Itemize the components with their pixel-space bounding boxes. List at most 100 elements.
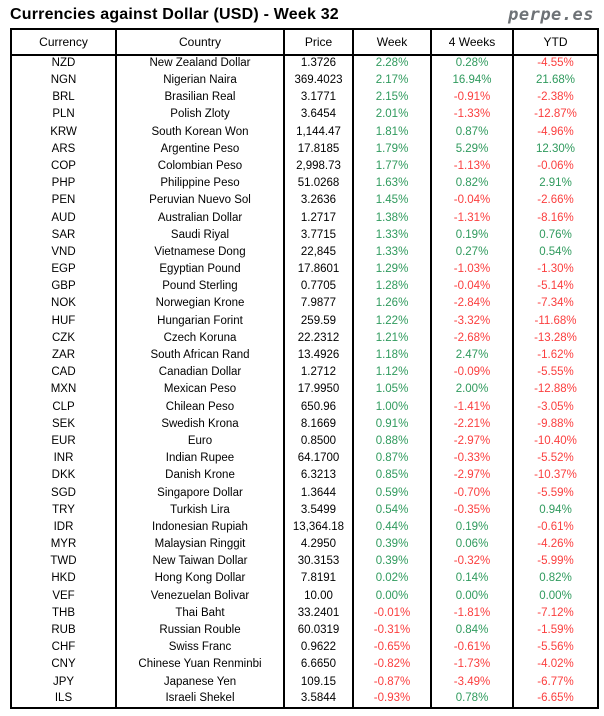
currency-code: PHP xyxy=(10,175,117,193)
ytd-change: -2.66% xyxy=(512,192,599,210)
ytd-change: -7.12% xyxy=(512,605,599,623)
ytd-change: 12.30% xyxy=(512,140,599,159)
price-value: 33.2401 xyxy=(283,605,354,623)
country-name: Hungarian Forint xyxy=(115,312,285,330)
country-name: Saudi Riyal xyxy=(115,226,285,245)
price-value: 3.2636 xyxy=(283,192,354,210)
week-change: 1.45% xyxy=(352,192,432,210)
ytd-change: -9.88% xyxy=(512,415,599,434)
currency-code: VEF xyxy=(10,587,117,605)
four-weeks-change: 0.84% xyxy=(430,622,514,640)
price-value: 0.7705 xyxy=(283,278,354,296)
week-change: 1.12% xyxy=(352,364,432,382)
column-header-currency: Currency xyxy=(10,28,117,56)
ytd-change: -5.59% xyxy=(512,484,599,502)
price-value: 64.1700 xyxy=(283,450,354,468)
week-change: 0.85% xyxy=(352,467,432,485)
week-change: 1.63% xyxy=(352,175,432,193)
table-row: RUB Russian Rouble 60.0319 -0.31% 0.84% -1.59… xyxy=(10,622,599,640)
country-name: Israeli Shekel xyxy=(115,690,285,709)
table-row: CNY Chinese Yuan Renminbi 6.6650 -0.82% -1.7… xyxy=(10,656,599,674)
table-row: EGP Egyptian Pound 17.8601 1.29% -1.03% -1.30… xyxy=(10,261,599,279)
week-change: 0.44% xyxy=(352,519,432,537)
ytd-change: -4.02% xyxy=(512,656,599,674)
ytd-change: -1.59% xyxy=(512,622,599,640)
four-weeks-change: 0.78% xyxy=(430,690,514,709)
week-change: -0.31% xyxy=(352,622,432,640)
currency-code: THB xyxy=(10,605,117,623)
ytd-change: 0.76% xyxy=(512,226,599,245)
price-value: 7.9877 xyxy=(283,295,354,313)
four-weeks-change: 0.00% xyxy=(430,587,514,605)
currency-code: INR xyxy=(10,450,117,468)
ytd-change: -4.26% xyxy=(512,536,599,554)
table-row: TRY Turkish Lira 3.5499 0.54% -0.35% 0.94% xyxy=(10,501,599,520)
price-value: 3.6454 xyxy=(283,106,354,124)
table-row: SAR Saudi Riyal 3.7715 1.33% 0.19% 0.76% xyxy=(10,226,599,245)
price-value: 1.2712 xyxy=(283,364,354,382)
four-weeks-change: 16.94% xyxy=(430,72,514,90)
ytd-change: -5.99% xyxy=(512,553,599,571)
country-name: Argentine Peso xyxy=(115,140,285,159)
country-name: Philippine Peso xyxy=(115,175,285,193)
table-row: NZD New Zealand Dollar 1.3726 2.28% 0.28% -4.… xyxy=(10,55,599,73)
four-weeks-change: -2.97% xyxy=(430,433,514,451)
country-name: Australian Dollar xyxy=(115,209,285,227)
week-change: 0.87% xyxy=(352,450,432,468)
price-value: 60.0319 xyxy=(283,622,354,640)
currency-code: VND xyxy=(10,244,117,262)
currency-code: NOK xyxy=(10,295,117,313)
ytd-change: 0.94% xyxy=(512,501,599,520)
four-weeks-change: -1.33% xyxy=(430,106,514,124)
four-weeks-change: -2.21% xyxy=(430,415,514,434)
price-value: 17.9950 xyxy=(283,381,354,399)
four-weeks-change: 0.14% xyxy=(430,570,514,588)
currency-code: DKK xyxy=(10,467,117,485)
week-change: 1.38% xyxy=(352,209,432,227)
currency-code: CAD xyxy=(10,364,117,382)
currencies-table: Currency Country Price Week 4 Weeks YTD … xyxy=(10,28,599,710)
four-weeks-change: -3.32% xyxy=(430,312,514,330)
country-name: Thai Baht xyxy=(115,605,285,623)
currency-code: CLP xyxy=(10,398,117,416)
week-change: 1.33% xyxy=(352,244,432,262)
ytd-change: 21.68% xyxy=(512,72,599,90)
currency-code: BRL xyxy=(10,89,117,107)
four-weeks-change: -0.09% xyxy=(430,364,514,382)
currency-code: HKD xyxy=(10,570,117,588)
table-row: CLP Chilean Peso 650.96 1.00% -1.41% -3.05% xyxy=(10,398,599,416)
price-value: 30.3153 xyxy=(283,553,354,571)
country-name: Euro xyxy=(115,433,285,451)
table-row: DKK Danish Krone 6.3213 0.85% -2.97% -10.37% xyxy=(10,467,599,485)
ytd-change: -2.38% xyxy=(512,89,599,107)
price-value: 10.00 xyxy=(283,587,354,605)
four-weeks-change: -0.35% xyxy=(430,501,514,520)
price-value: 1.3726 xyxy=(283,55,354,73)
week-change: 0.00% xyxy=(352,587,432,605)
country-name: Singapore Dollar xyxy=(115,484,285,502)
country-name: Venezuelan Bolivar xyxy=(115,587,285,605)
price-value: 4.2950 xyxy=(283,536,354,554)
country-name: Polish Zloty xyxy=(115,106,285,124)
country-name: Malaysian Ringgit xyxy=(115,536,285,554)
table-row: CAD Canadian Dollar 1.2712 1.12% -0.09% -5.55… xyxy=(10,364,599,382)
currency-code: RUB xyxy=(10,622,117,640)
table-row: COP Colombian Peso 2,998.73 1.77% -1.13% -0.0… xyxy=(10,158,599,176)
week-change: 0.39% xyxy=(352,553,432,571)
four-weeks-change: -1.73% xyxy=(430,656,514,674)
week-change: 2.28% xyxy=(352,55,432,73)
table-row: HUF Hungarian Forint 259.59 1.22% -3.32% -11.… xyxy=(10,312,599,330)
week-change: 1.33% xyxy=(352,226,432,245)
week-change: 1.18% xyxy=(352,347,432,365)
country-name: Chinese Yuan Renminbi xyxy=(115,656,285,674)
ytd-change: -6.65% xyxy=(512,690,599,709)
currency-code: COP xyxy=(10,158,117,176)
four-weeks-change: 0.19% xyxy=(430,226,514,245)
currency-code: MYR xyxy=(10,536,117,554)
four-weeks-change: 5.29% xyxy=(430,140,514,159)
week-change: 0.88% xyxy=(352,433,432,451)
four-weeks-change: -1.31% xyxy=(430,209,514,227)
country-name: New Taiwan Dollar xyxy=(115,553,285,571)
price-value: 2,998.73 xyxy=(283,158,354,176)
